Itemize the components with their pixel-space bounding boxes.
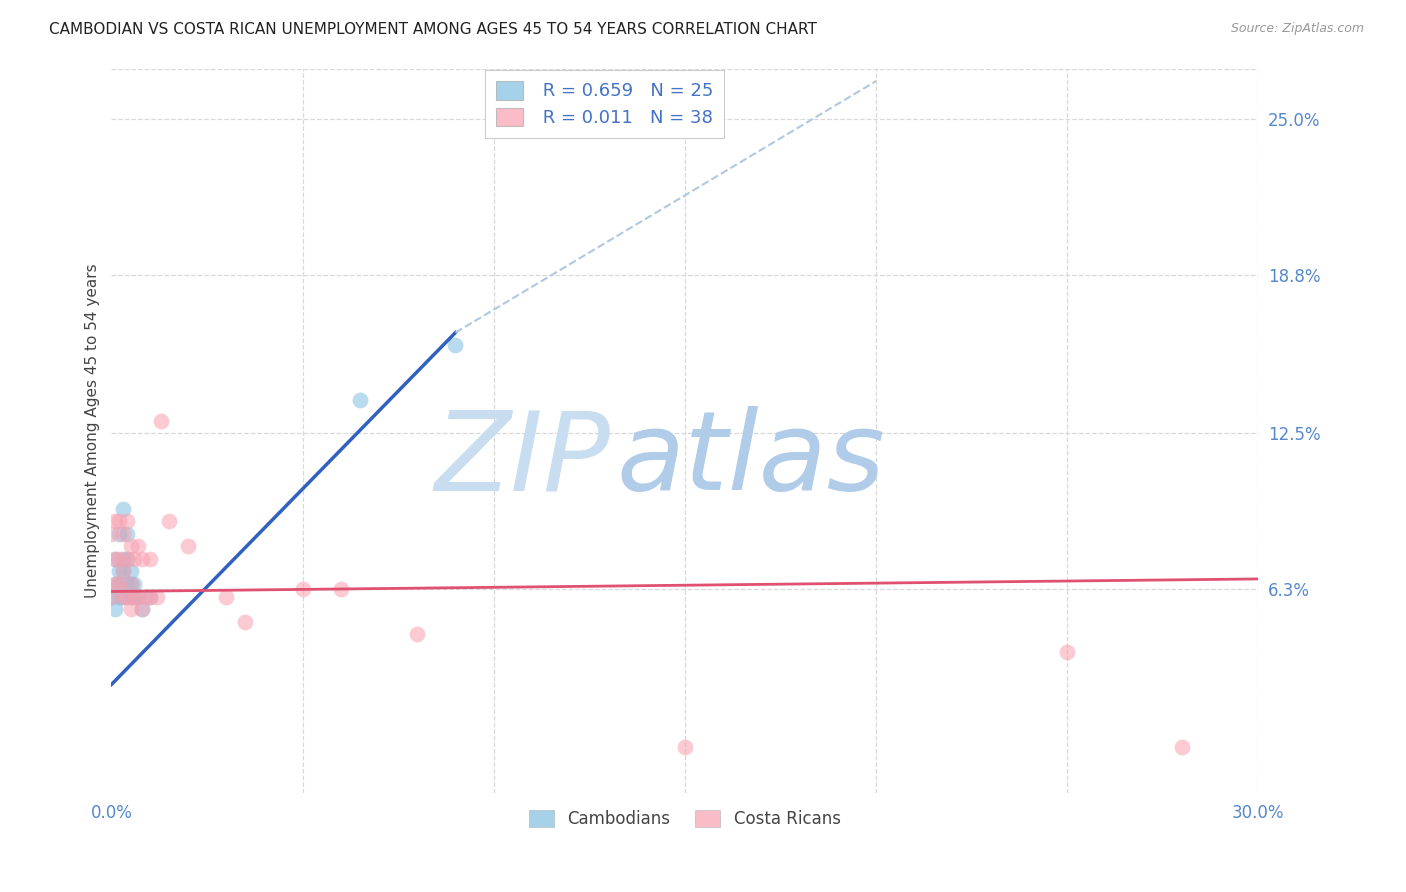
Point xyxy=(120,539,142,553)
Point xyxy=(108,514,131,528)
Point xyxy=(127,590,149,604)
Point xyxy=(108,526,131,541)
Point xyxy=(1056,645,1078,659)
Point xyxy=(111,565,134,579)
Point xyxy=(120,590,142,604)
Point xyxy=(104,551,127,566)
Point xyxy=(138,590,160,604)
Text: ZIP: ZIP xyxy=(434,406,610,513)
Point xyxy=(138,551,160,566)
Point xyxy=(157,514,180,528)
Point xyxy=(444,338,467,352)
Point xyxy=(120,565,142,579)
Point xyxy=(120,577,142,591)
Point xyxy=(108,577,131,591)
Point xyxy=(108,577,131,591)
Point xyxy=(177,539,200,553)
Point xyxy=(104,514,127,528)
Point xyxy=(406,627,429,641)
Point xyxy=(1171,740,1194,755)
Point xyxy=(131,551,153,566)
Point xyxy=(115,551,138,566)
Point xyxy=(115,551,138,566)
Point xyxy=(291,582,314,596)
Point xyxy=(120,602,142,616)
Point xyxy=(104,577,127,591)
Point xyxy=(108,590,131,604)
Point xyxy=(108,551,131,566)
Point xyxy=(100,590,122,604)
Text: atlas: atlas xyxy=(616,406,884,513)
Point xyxy=(120,577,142,591)
Point xyxy=(329,582,352,596)
Point xyxy=(673,740,696,755)
Point xyxy=(215,590,238,604)
Point xyxy=(131,602,153,616)
Point xyxy=(104,551,127,566)
Point xyxy=(138,590,160,604)
Point xyxy=(104,602,127,616)
Point xyxy=(111,526,134,541)
Point xyxy=(146,590,169,604)
Text: CAMBODIAN VS COSTA RICAN UNEMPLOYMENT AMONG AGES 45 TO 54 YEARS CORRELATION CHAR: CAMBODIAN VS COSTA RICAN UNEMPLOYMENT AM… xyxy=(49,22,817,37)
Point xyxy=(111,590,134,604)
Point xyxy=(115,514,138,528)
Point xyxy=(124,577,146,591)
Point xyxy=(124,590,146,604)
Point xyxy=(115,590,138,604)
Point xyxy=(124,590,146,604)
Text: Source: ZipAtlas.com: Source: ZipAtlas.com xyxy=(1230,22,1364,36)
Point xyxy=(111,565,134,579)
Point xyxy=(124,551,146,566)
Point xyxy=(135,590,157,604)
Point xyxy=(127,590,149,604)
Point xyxy=(233,615,256,629)
Point xyxy=(131,602,153,616)
Y-axis label: Unemployment Among Ages 45 to 54 years: Unemployment Among Ages 45 to 54 years xyxy=(86,263,100,598)
Point xyxy=(127,539,149,553)
Point xyxy=(349,393,371,408)
Point xyxy=(111,501,134,516)
Point xyxy=(100,526,122,541)
Point xyxy=(150,413,173,427)
Point xyxy=(108,565,131,579)
Point xyxy=(115,577,138,591)
Point xyxy=(115,526,138,541)
Point xyxy=(104,577,127,591)
Legend: Cambodians, Costa Ricans: Cambodians, Costa Ricans xyxy=(523,804,848,835)
Point xyxy=(111,551,134,566)
Point xyxy=(111,590,134,604)
Point xyxy=(100,590,122,604)
